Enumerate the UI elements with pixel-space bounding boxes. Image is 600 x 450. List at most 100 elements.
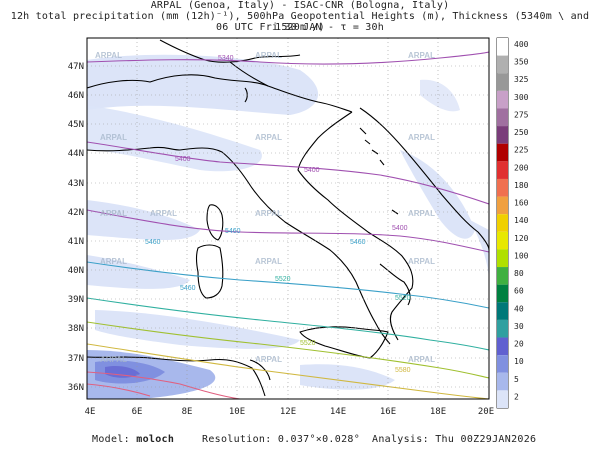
lon-label: 16E <box>380 407 396 417</box>
colorbar-label: 250 <box>514 128 529 137</box>
colorbar-swatch <box>497 390 508 408</box>
precipitation-colorbar: 400 350 325 300 275 250 225 200 180 160 140 120 100 8… <box>496 37 529 409</box>
lat-label: 39N <box>68 295 84 305</box>
colorbar-swatch <box>497 178 508 197</box>
colorbar-label: 120 <box>514 234 529 243</box>
lat-label: 37N <box>68 354 84 364</box>
colorbar-label: 5 <box>514 375 519 384</box>
lat-label: 45N <box>68 120 84 130</box>
colorbar-label: 10 <box>514 357 524 366</box>
footer-resolution-label: Resolution: <box>202 434 272 445</box>
colorbar-label: 200 <box>514 163 529 172</box>
map-plot-area: 5340 5400 5400 5400 5460 5460 5460 5460 … <box>87 38 489 399</box>
watermark: ARPAL <box>100 257 127 266</box>
colorbar-swatch <box>497 73 508 91</box>
watermarks: ARPAL ARPAL ARPAL ARPAL ARPAL ARPAL ARPA… <box>95 51 435 364</box>
footer-analysis-value: Thu 00Z29JAN2026 <box>435 434 537 445</box>
colorbar-swatch <box>497 372 508 391</box>
watermark: ARPAL <box>408 133 435 142</box>
contour-labels: 5340 5400 5400 5400 5460 5460 5460 5460 … <box>145 55 411 374</box>
lat-label: 41N <box>68 237 84 247</box>
lat-label: 43N <box>68 179 84 189</box>
contour-label: 5520 <box>300 340 316 347</box>
colorbar-swatch <box>497 337 508 356</box>
lon-label: 8E <box>182 407 193 417</box>
lon-label: 20E <box>478 407 494 417</box>
colorbar-swatch <box>497 319 508 338</box>
colorbar-label: 160 <box>514 199 529 208</box>
lat-label: 44N <box>68 149 84 159</box>
contour-label: 5400 <box>175 156 191 163</box>
colorbar-swatch <box>497 55 508 74</box>
footer-model-label: Model: <box>92 434 130 445</box>
footer-analysis: Analysis: Thu 00Z29JAN2026 <box>372 434 536 445</box>
lat-label: 42N <box>68 208 84 218</box>
height-contours <box>87 51 489 399</box>
colorbar-label: 2 <box>514 392 519 401</box>
contour-label: 5460 <box>225 228 241 235</box>
watermark: ARPAL <box>408 51 435 60</box>
watermark: ARPAL <box>255 209 282 218</box>
latitude-labels: 47N 46N 45N 44N 43N 42N 41N 40N 39N 38N … <box>68 62 84 393</box>
header-variables: 12h total precipitation (mm (12h)⁻¹), 50… <box>10 11 590 33</box>
footer-model-value: moloch <box>136 434 175 445</box>
colorbar-label: 60 <box>514 287 524 296</box>
watermark: ARPAL <box>408 209 435 218</box>
watermark: ARPAL <box>150 209 177 218</box>
footer-resolution-value: 0.037°×0.028° <box>277 434 361 445</box>
footer-analysis-label: Analysis: <box>372 434 429 445</box>
colorbar-label: 225 <box>514 146 529 155</box>
lat-label: 38N <box>68 324 84 334</box>
colorbar-swatch <box>497 161 508 179</box>
lon-label: 4E <box>85 407 96 417</box>
lat-label: 36N <box>68 383 84 393</box>
colorbar-swatch <box>497 214 508 232</box>
lon-label: 10E <box>229 407 245 417</box>
contour-label: 5400 <box>392 225 408 232</box>
colorbar-label: 350 <box>514 58 529 67</box>
colorbar-label: 275 <box>514 110 529 119</box>
watermark: ARPAL <box>408 355 435 364</box>
watermark: ARPAL <box>408 257 435 266</box>
lat-label: 47N <box>68 62 84 72</box>
header-title: ARPAL (Genoa, Italy) - ISAC-CNR (Bologna… <box>150 0 450 11</box>
contour-label: 5460 <box>180 285 196 292</box>
watermark: ARPAL <box>100 209 127 218</box>
contour-label: 5340 <box>218 55 234 62</box>
coastlines-and-borders <box>87 39 489 397</box>
header-validity-time: 06 UTC Fri 30 JAN - τ = 30h <box>216 22 384 33</box>
graticule <box>87 38 489 399</box>
contour-label: 5520 <box>395 295 411 302</box>
watermark: ARPAL <box>255 51 282 60</box>
colorbar-label: 100 <box>514 251 529 260</box>
watermark: ARPAL <box>255 133 282 142</box>
lon-label: 14E <box>330 407 346 417</box>
lat-label: 46N <box>68 91 84 101</box>
lon-label: 6E <box>132 407 143 417</box>
watermark: ARPAL <box>100 133 127 142</box>
watermark: ARPAL <box>100 355 127 364</box>
colorbar-label: 40 <box>514 304 524 313</box>
watermark: ARPAL <box>95 51 122 60</box>
colorbar-swatch <box>497 126 508 144</box>
colorbar-label: 400 <box>514 40 529 49</box>
footer-resolution: Resolution: 0.037°×0.028° <box>202 434 360 445</box>
longitude-labels: 4E 6E 8E 10E 12E 14E 16E 18E 20E <box>85 407 495 417</box>
colorbar-swatch <box>497 249 508 268</box>
watermark: ARPAL <box>255 257 282 266</box>
lat-label: 40N <box>68 266 84 276</box>
colorbar-label: 180 <box>514 181 529 190</box>
colorbar-swatch <box>497 355 508 373</box>
colorbar-swatch <box>497 108 508 127</box>
colorbar-label: 300 <box>514 93 529 102</box>
contour-label: 5520 <box>275 276 291 283</box>
colorbar-swatch <box>497 302 508 320</box>
colorbar-label: 325 <box>514 75 529 84</box>
colorbar-swatch <box>497 284 508 303</box>
contour-label: 5460 <box>145 239 161 246</box>
colorbar-label: 30 <box>514 322 524 331</box>
colorbar-swatch <box>497 90 508 109</box>
colorbar-swatch <box>497 143 508 162</box>
colorbar-label: 80 <box>514 269 524 278</box>
